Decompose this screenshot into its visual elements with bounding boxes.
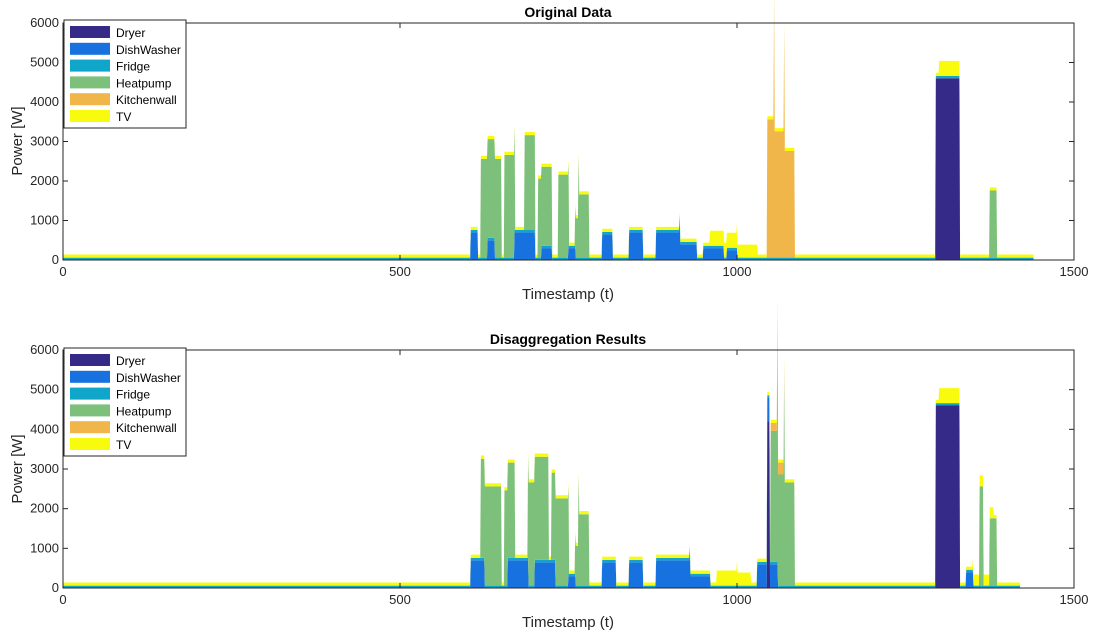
legend-swatch-tv [70, 438, 110, 450]
legend-swatch-dishwasher [70, 42, 110, 55]
legend-swatch-dishwasher [70, 370, 110, 383]
y-tick-label: 5000 [30, 382, 59, 397]
y-tick-label: 2000 [30, 173, 59, 188]
legend-swatch-heatpump [70, 76, 110, 89]
x-tick-label: 500 [389, 264, 411, 279]
y-tick-label: 1000 [30, 540, 59, 555]
legend-label-kitchenwall: Kitchenwall [116, 93, 177, 107]
axis-ticks: 0 500 1000 1500 0 1000 2000 3000 4000 5000 6000 [30, 15, 1088, 279]
legend-label-heatpump: Heatpump [116, 76, 172, 90]
legend-label-fridge: Fridge [116, 60, 150, 74]
x-axis-label: Timestamp (t) [522, 614, 614, 631]
x-tick-label: 500 [389, 592, 411, 607]
y-axis-label: Power [W] [9, 434, 26, 503]
legend-label-kitchenwall: Kitchenwall [116, 421, 177, 435]
legend-label-dishwasher: DishWasher [116, 43, 181, 57]
axis-ticks: 0 500 1000 1500 0 1000 2000 3000 4000 5000 6000 [30, 342, 1088, 607]
series-area-dryer [63, 78, 1034, 260]
original-data-chart: Original Data 0 500 1000 1500 0 1000 2000 3000 4… [9, 0, 1088, 303]
legend-swatch-kitchenwall [70, 93, 110, 106]
legend-swatch-kitchenwall [70, 421, 110, 434]
legend-swatch-tv [70, 110, 110, 122]
plot-area [63, 0, 1034, 261]
legend-swatch-fridge [70, 59, 110, 72]
x-tick-label: 1500 [1060, 264, 1089, 279]
x-tick-label: 0 [59, 264, 66, 279]
disaggregation-results-chart: Disaggregation Results 0 500 1000 1500 0 1000… [9, 296, 1088, 631]
legend-label-dryer: Dryer [116, 354, 145, 368]
y-tick-label: 3000 [30, 461, 59, 476]
y-tick-label: 2000 [30, 501, 59, 516]
legend-label-heatpump: Heatpump [116, 404, 172, 418]
series-area-kitchenwall [63, 0, 1034, 258]
y-tick-label: 0 [52, 252, 59, 267]
legend-swatch-fridge [70, 387, 110, 400]
legend-label-tv: TV [116, 110, 131, 124]
y-tick-label: 6000 [30, 15, 59, 30]
legend-swatch-heatpump [70, 404, 110, 417]
y-tick-label: 4000 [30, 421, 59, 436]
chart-title: Original Data [524, 4, 611, 20]
x-tick-label: 1000 [723, 264, 752, 279]
legend-label-dryer: Dryer [116, 26, 145, 40]
y-tick-label: 4000 [30, 94, 59, 109]
legend-label-dishwasher: DishWasher [116, 371, 181, 385]
x-tick-label: 1000 [723, 592, 752, 607]
y-tick-label: 1000 [30, 213, 59, 228]
legend-swatch-dryer [70, 354, 110, 366]
series-area-heatpump [63, 319, 1021, 586]
x-tick-label: 0 [59, 592, 66, 607]
y-tick-label: 3000 [30, 134, 59, 149]
y-tick-label: 5000 [30, 55, 59, 70]
legend-label-fridge: Fridge [116, 388, 150, 402]
legend: Dryer DishWasher Fridge Heatpump Kitchenwall… [63, 19, 187, 129]
legend-label-tv: TV [116, 438, 131, 452]
y-axis-label: Power [W] [9, 106, 26, 175]
chart-title: Disaggregation Results [490, 331, 647, 347]
y-tick-label: 0 [52, 580, 59, 595]
plot-area [63, 296, 1021, 588]
x-tick-label: 1500 [1060, 592, 1089, 607]
y-tick-label: 6000 [30, 342, 59, 357]
legend: Dryer DishWasher Fridge Heatpump Kitchenwall… [63, 347, 187, 457]
x-axis-label: Timestamp (t) [522, 286, 614, 303]
legend-swatch-dryer [70, 26, 110, 38]
